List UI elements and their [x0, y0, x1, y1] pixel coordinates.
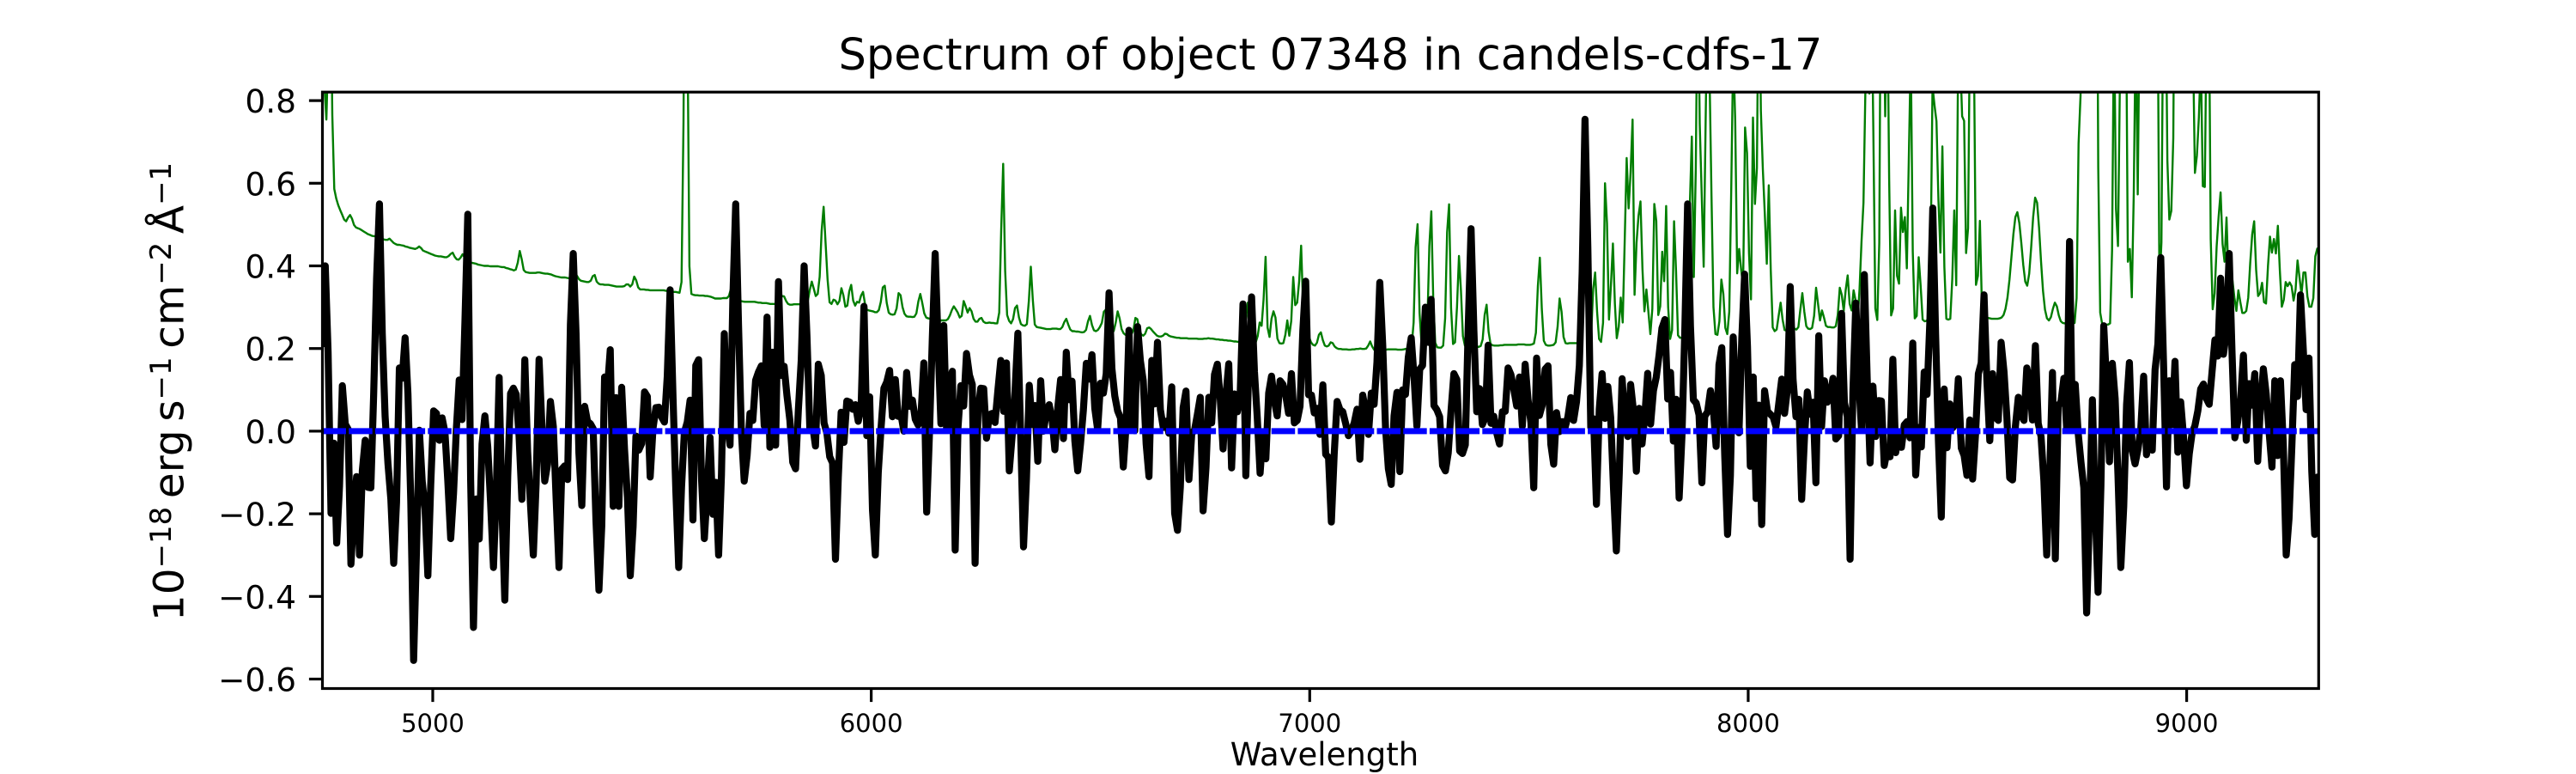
x-tick-label: 7000 — [1278, 709, 1341, 738]
x-tick-label: 6000 — [840, 709, 903, 738]
y-tick-label: 0.0 — [245, 413, 296, 451]
axes-frame — [320, 90, 2320, 691]
chart-title: Spectrum of object 07348 in candels-cdfs… — [838, 30, 1823, 81]
y-tick-label: 0.2 — [245, 331, 296, 369]
y-tick-label: −0.4 — [218, 578, 296, 616]
x-tick-label: 8000 — [1716, 709, 1780, 738]
y-tick-label: 0.4 — [245, 248, 296, 286]
y-tick-label: −0.2 — [218, 496, 296, 533]
y-tick-label: 0.6 — [245, 165, 296, 203]
noise-line — [324, 92, 2318, 351]
y-tick-label: 0.8 — [245, 82, 296, 120]
x-axis-label: Wavelength — [1230, 735, 1419, 773]
y-tick-label: −0.6 — [218, 661, 296, 698]
x-tick-label: 9000 — [2155, 709, 2219, 738]
x-tick-label: 5000 — [401, 709, 465, 738]
flux-line — [322, 115, 2319, 664]
